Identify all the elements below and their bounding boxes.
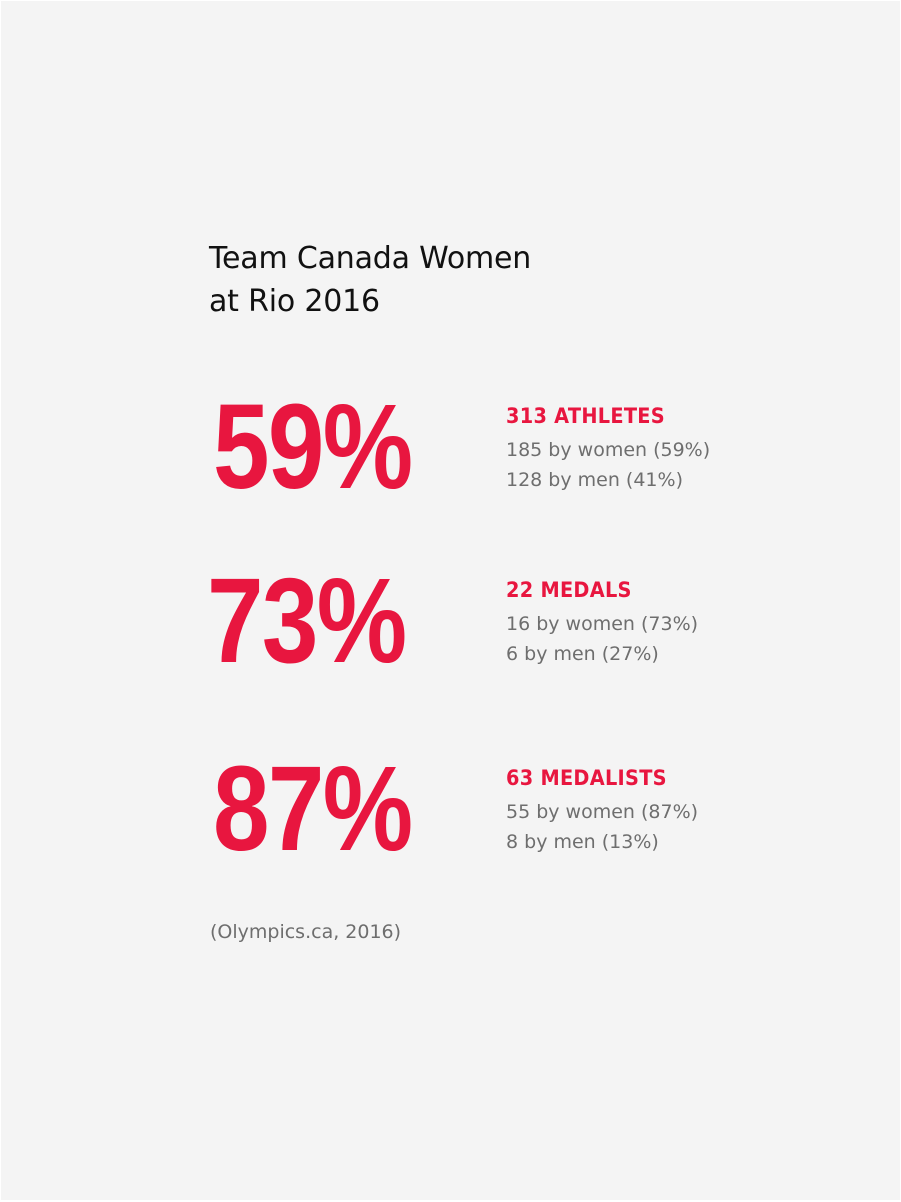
stat-heading: 313 ATHLETES	[506, 404, 665, 428]
stat-women-line: 16 by women (73%)	[506, 613, 699, 635]
stat-athletes: 59% 313 ATHLETES 185 by women (59%) 128 …	[1, 381, 900, 521]
stat-percent: 59%	[213, 378, 413, 514]
stat-men-line: 6 by men (27%)	[506, 643, 659, 665]
stat-heading: 63 MEDALISTS	[506, 766, 667, 790]
stat-medals: 73% 22 MEDALS 16 by women (73%) 6 by men…	[1, 555, 900, 695]
source-citation: (Olympics.ca, 2016)	[210, 921, 402, 943]
page-title: Team Canada Women at Rio 2016	[209, 237, 629, 323]
stat-medalists: 87% 63 MEDALISTS 55 by women (87%) 8 by …	[1, 743, 900, 883]
title-line-1: Team Canada Women	[209, 241, 532, 276]
stat-percent: 73%	[207, 552, 407, 688]
stat-men-line: 128 by men (41%)	[506, 469, 683, 491]
stat-heading: 22 MEDALS	[506, 578, 632, 602]
stat-details: 22 MEDALS 16 by women (73%) 6 by men (27…	[506, 577, 846, 669]
stat-women-line: 55 by women (87%)	[506, 801, 699, 823]
stat-women-line: 185 by women (59%)	[506, 439, 711, 461]
title-line-2: at Rio 2016	[209, 284, 380, 319]
stat-details: 313 ATHLETES 185 by women (59%) 128 by m…	[506, 403, 846, 495]
stat-percent: 87%	[213, 740, 413, 876]
stat-men-line: 8 by men (13%)	[506, 831, 659, 853]
stat-details: 63 MEDALISTS 55 by women (87%) 8 by men …	[506, 765, 846, 857]
